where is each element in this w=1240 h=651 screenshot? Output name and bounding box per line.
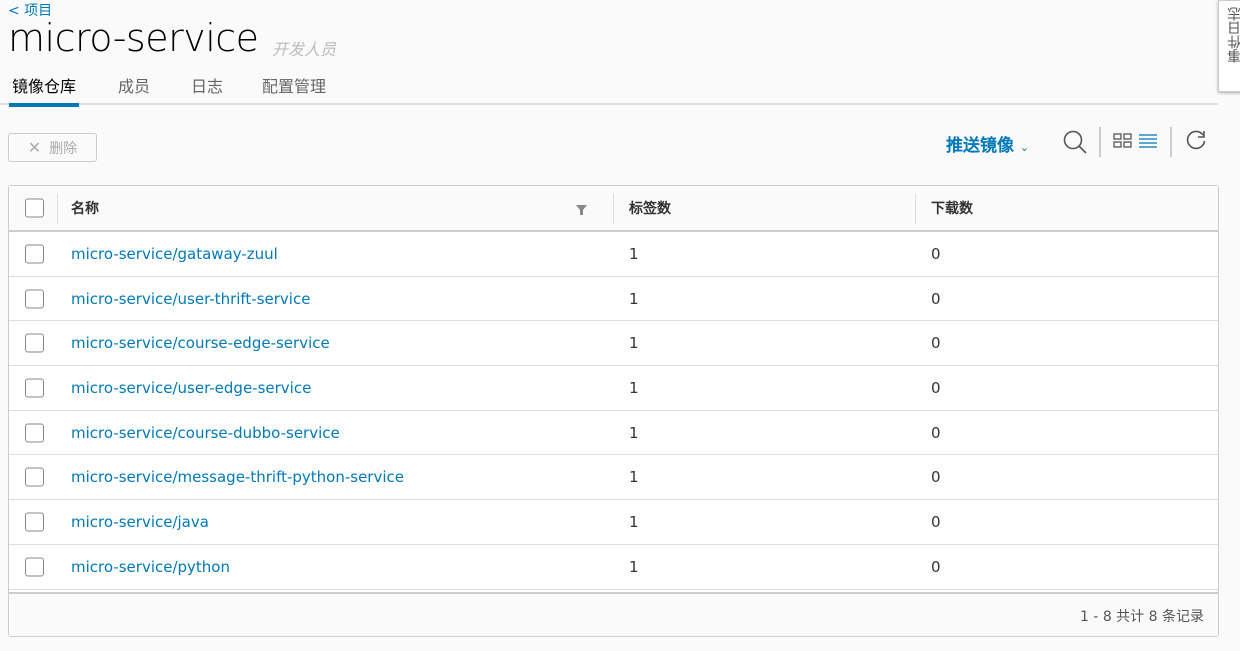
filter-icon[interactable] [576, 205, 587, 215]
table-row: micro-service/course-dubbo-service 1 0 [9, 411, 1218, 456]
back-to-projects-link[interactable]: < 项目 [8, 3, 53, 19]
repository-link[interactable]: micro-service/java [71, 512, 209, 531]
tag-count: 1 [629, 378, 639, 397]
row-checkbox[interactable] [25, 557, 44, 577]
tag-count: 1 [629, 423, 639, 442]
row-checkbox[interactable] [25, 512, 44, 532]
pull-count: 0 [931, 244, 941, 263]
search-icon[interactable] [1062, 129, 1088, 155]
repository-link[interactable]: micro-service/course-edge-service [71, 334, 330, 353]
column-name[interactable]: 名称 [71, 201, 99, 217]
tag-count: 1 [629, 244, 639, 263]
pagination-summary: 1 - 8 共计 8 条记录 [9, 592, 1218, 636]
row-checkbox[interactable] [25, 378, 44, 398]
repository-link[interactable]: micro-service/gataway-zuul [71, 244, 278, 263]
repository-table: 名称 标签数 下载数 micro-service/gataway-zuul 1 … [8, 185, 1219, 637]
role-label: 开发人员 [272, 40, 337, 59]
tab-config[interactable]: 配置管理 [262, 77, 327, 96]
tab-bar: 镜像仓库 成员 日志 配置管理 [0, 68, 1218, 107]
repository-link[interactable]: micro-service/python [71, 557, 230, 576]
refresh-icon[interactable] [1184, 129, 1208, 153]
row-checkbox[interactable] [25, 333, 44, 353]
row-checkbox[interactable] [25, 289, 44, 309]
list-view-icon[interactable] [1139, 134, 1157, 148]
chevron-down-icon: ⌄ [1019, 141, 1030, 154]
close-icon: ✕ [27, 139, 42, 157]
select-all-checkbox[interactable] [25, 198, 44, 218]
pull-count: 0 [931, 468, 941, 487]
page-title: micro-service [8, 16, 259, 60]
tag-count: 1 [629, 334, 639, 353]
pull-count: 0 [931, 289, 941, 308]
event-log-panel-toggle[interactable]: 事件日志 [1218, 0, 1240, 92]
pull-count: 0 [931, 334, 941, 353]
table-row: micro-service/gataway-zuul 1 0 [9, 232, 1218, 277]
tab-repositories[interactable]: 镜像仓库 [9, 73, 80, 107]
pull-count: 0 [931, 378, 941, 397]
repository-link[interactable]: micro-service/user-edge-service [71, 378, 312, 397]
row-checkbox[interactable] [25, 423, 44, 443]
table-row: micro-service/user-thrift-service 1 0 [9, 277, 1218, 322]
column-pulls[interactable]: 下载数 [931, 201, 973, 217]
pull-count: 0 [931, 423, 941, 442]
tag-count: 1 [629, 557, 639, 576]
divider [1099, 127, 1101, 157]
column-tags[interactable]: 标签数 [629, 201, 671, 217]
tag-count: 1 [629, 512, 639, 531]
tag-count: 1 [629, 289, 639, 308]
card-view-icon[interactable] [1113, 133, 1133, 149]
push-image-dropdown[interactable]: 推送镜像 ⌄ [946, 136, 1030, 156]
table-header: 名称 标签数 下载数 [9, 186, 1218, 232]
table-row: micro-service/course-edge-service 1 0 [9, 321, 1218, 367]
table-row: micro-service/python 1 0 [9, 545, 1218, 590]
delete-button[interactable]: ✕ 删除 [8, 133, 97, 162]
repository-link[interactable]: micro-service/message-thrift-python-serv… [71, 468, 404, 487]
pull-count: 0 [931, 512, 941, 531]
repository-link[interactable]: micro-service/user-thrift-service [71, 289, 311, 308]
tag-count: 1 [629, 468, 639, 487]
table-row: micro-service/java 1 0 [9, 500, 1218, 545]
pull-count: 0 [931, 557, 941, 576]
table-row: micro-service/user-edge-service 1 0 [9, 366, 1218, 411]
tab-members[interactable]: 成员 [118, 77, 151, 96]
repository-link[interactable]: micro-service/course-dubbo-service [71, 423, 340, 442]
divider [1170, 127, 1172, 157]
tab-logs[interactable]: 日志 [191, 77, 224, 96]
row-checkbox[interactable] [25, 244, 44, 264]
row-checkbox[interactable] [25, 467, 44, 487]
table-row: micro-service/message-thrift-python-serv… [9, 455, 1218, 501]
